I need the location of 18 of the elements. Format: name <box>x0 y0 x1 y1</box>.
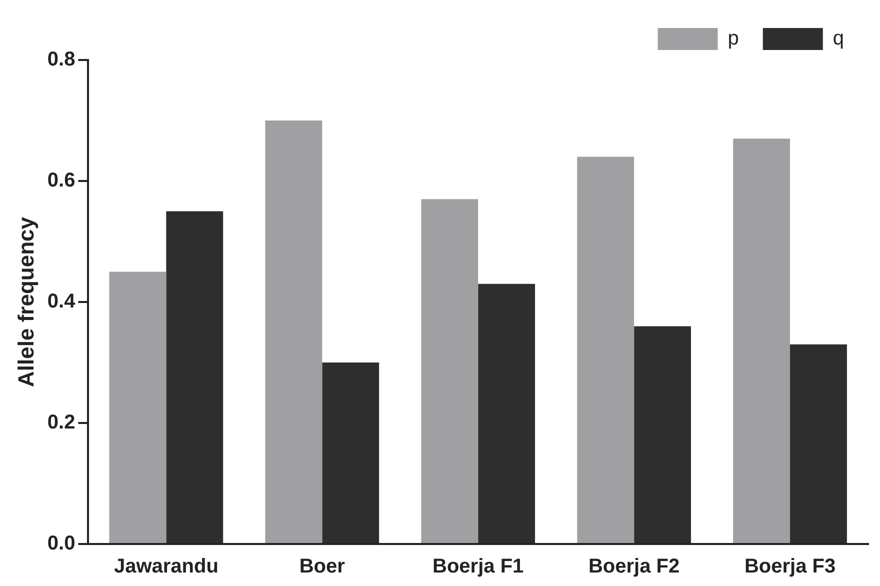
x-tick-label: Boerja F2 <box>588 556 680 578</box>
legend-label: q <box>832 28 844 50</box>
x-tick-label: Boerja F1 <box>432 556 524 578</box>
bar <box>265 120 322 543</box>
legend-label: p <box>728 28 739 50</box>
bar <box>577 156 634 543</box>
y-axis-title: Allele frequency <box>13 216 38 387</box>
bar <box>733 138 790 543</box>
y-tick-label: 0.2 <box>47 412 76 434</box>
x-tick-label: Boerja F3 <box>744 556 836 578</box>
bar <box>109 272 166 543</box>
y-tick-label: 0.8 <box>47 48 76 71</box>
y-tick-label: 0.4 <box>47 290 76 313</box>
x-tick-label: Boer <box>299 556 346 578</box>
y-tick-label: 0.6 <box>47 170 76 192</box>
x-tick-label: Jawarandu <box>114 556 218 578</box>
y-tick-label: 0.0 <box>47 532 76 555</box>
bar <box>421 199 478 543</box>
